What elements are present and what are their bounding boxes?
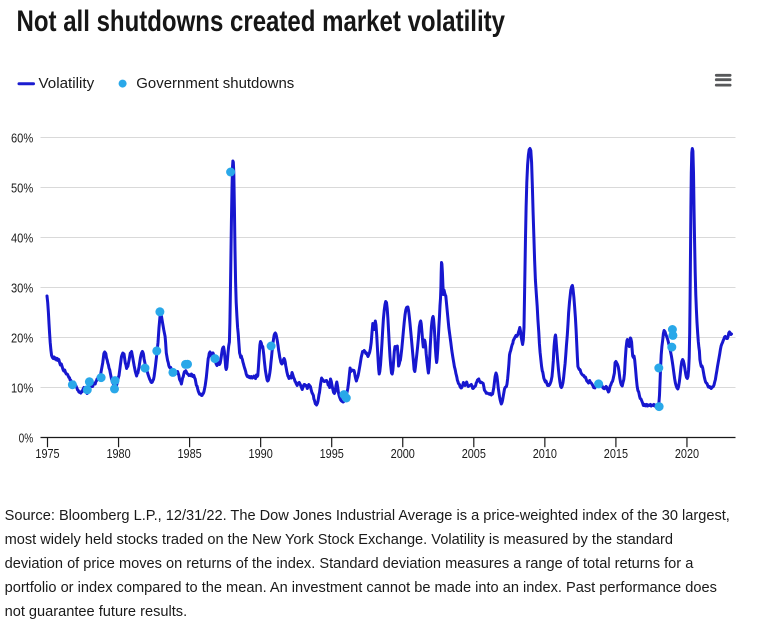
svg-text:2000: 2000 (391, 446, 415, 461)
svg-text:1975: 1975 (35, 446, 59, 461)
svg-text:40%: 40% (11, 230, 33, 245)
svg-text:30%: 30% (11, 280, 33, 295)
svg-text:Government shutdowns: Government shutdowns (136, 76, 294, 92)
svg-text:1990: 1990 (249, 446, 273, 461)
svg-text:20%: 20% (11, 330, 33, 345)
svg-text:2020: 2020 (675, 446, 699, 461)
svg-text:2015: 2015 (604, 446, 628, 461)
svg-text:2010: 2010 (533, 446, 557, 461)
svg-text:2005: 2005 (462, 446, 486, 461)
svg-text:0%: 0% (19, 430, 34, 445)
svg-text:60%: 60% (11, 130, 33, 145)
svg-text:1985: 1985 (178, 446, 202, 461)
svg-text:10%: 10% (11, 380, 33, 395)
svg-text:Not all shutdowns created mark: Not all shutdowns created market volatil… (17, 5, 506, 38)
svg-text:Volatility: Volatility (39, 76, 96, 92)
svg-text:50%: 50% (11, 180, 33, 195)
svg-text:1995: 1995 (320, 446, 344, 461)
svg-text:1980: 1980 (106, 446, 130, 461)
